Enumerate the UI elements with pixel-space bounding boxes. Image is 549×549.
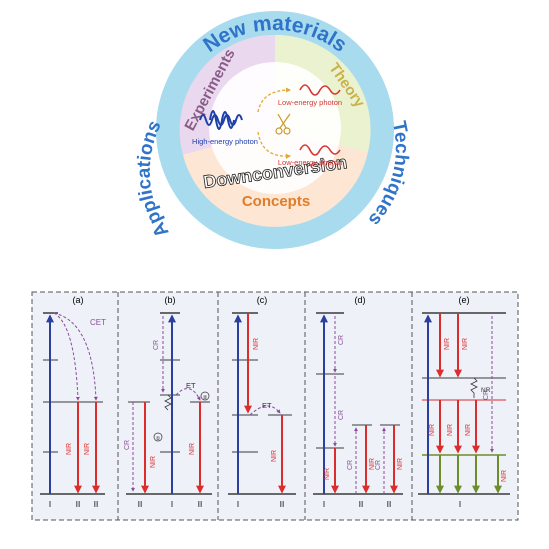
panel-d: (d) CR CR NIR CR NIR CR NIR I II II xyxy=(313,295,404,509)
step-1-label: ① xyxy=(156,436,161,442)
panel-d-title: (d) xyxy=(355,295,366,305)
ion-label: II xyxy=(76,500,80,509)
cr-label: CR xyxy=(483,390,490,400)
high-energy-photon-label: High-energy photon xyxy=(192,137,258,146)
nir-label: NIR xyxy=(66,443,73,455)
panel-e: (e) NIR NIR NR CR NIR NIR NIR NIR xyxy=(418,295,510,509)
panel-a: (a) CET NIR NIR I II II xyxy=(40,295,106,509)
cet-label: CET xyxy=(90,318,106,327)
nir-label: NIR xyxy=(447,424,454,436)
low-energy-wave-lower xyxy=(299,144,341,156)
nir-label: NIR xyxy=(462,338,469,350)
ion-label: I xyxy=(171,500,173,509)
et-arc xyxy=(175,388,201,401)
cr-label: CR xyxy=(338,410,345,420)
panel-a-title: (a) xyxy=(73,295,84,305)
nir-label: NIR xyxy=(501,470,508,482)
ion-label: I xyxy=(323,500,325,509)
et-label: ET xyxy=(186,381,196,390)
cr-label: CR xyxy=(338,335,345,345)
ion-label: II xyxy=(280,500,284,509)
nr-wiggle xyxy=(470,377,478,398)
nir-label: NIR xyxy=(253,338,260,350)
ion-label: II xyxy=(138,500,142,509)
et-arc xyxy=(249,405,281,416)
nir-label: NIR xyxy=(397,458,404,470)
step-1-marker xyxy=(153,432,163,442)
cr-label: CR xyxy=(347,460,354,470)
et-label: ET xyxy=(262,401,272,410)
panel-b: (b) CR ET ② CR NIR ① NIR II I xyxy=(124,295,212,509)
step-2-label: ② xyxy=(203,395,208,401)
center-disc xyxy=(209,62,341,194)
nir-label: NIR xyxy=(84,443,91,455)
nr-wiggle xyxy=(164,394,172,411)
ion-label: II xyxy=(94,500,98,509)
ion-label: II xyxy=(198,500,202,509)
nir-label: NIR xyxy=(465,424,472,436)
ion-label: II xyxy=(359,500,363,509)
concept-wheel: New materials Techniques Applications Ex… xyxy=(134,11,412,249)
energy-level-panels: (a) CET NIR NIR I II II (b) xyxy=(31,291,519,521)
nir-label: NIR xyxy=(444,338,451,350)
nir-label: NIR xyxy=(189,443,196,455)
nir-label: NIR xyxy=(324,468,331,480)
low-energy-photon-label-upper: Low-energy photon xyxy=(278,98,342,107)
high-energy-wave-amp xyxy=(209,110,235,130)
nir-label: NIR xyxy=(429,424,436,436)
panel-c: (c) NIR ET NIR I II xyxy=(228,295,296,509)
nir-label: NIR xyxy=(271,450,278,462)
concepts-label: Concepts xyxy=(242,193,310,210)
step-2-marker xyxy=(200,391,210,401)
cet-arc-2 xyxy=(53,312,98,401)
low-energy-photon-label-lower: Low-energy photon xyxy=(278,158,342,167)
ion-label: II xyxy=(387,500,391,509)
nir-label: NIR xyxy=(150,456,157,468)
cr-label: CR xyxy=(153,340,160,350)
panel-b-title: (b) xyxy=(165,295,176,305)
ion-label: I xyxy=(49,500,51,509)
cr-label: CR xyxy=(375,460,382,470)
cet-arc-1 xyxy=(53,312,80,401)
ion-label: I xyxy=(459,500,461,509)
scissors-icon xyxy=(275,113,291,135)
nr-label: NR xyxy=(481,387,491,394)
panel-c-title: (c) xyxy=(257,295,268,305)
cr-label: CR xyxy=(124,440,131,450)
panel-e-title: (e) xyxy=(459,295,470,305)
split-arrow-lower xyxy=(257,131,292,159)
low-energy-wave-upper xyxy=(299,84,341,96)
panels-frame xyxy=(31,291,519,521)
nir-label: NIR xyxy=(369,458,376,470)
ion-label: I xyxy=(237,500,239,509)
